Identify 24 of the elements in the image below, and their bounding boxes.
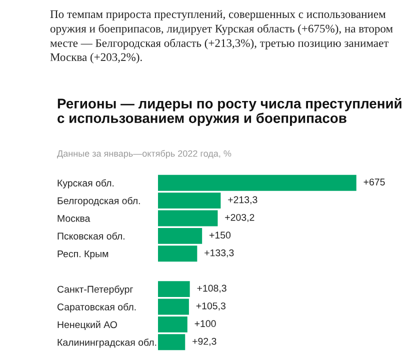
y-tick-label: Белгородская обл. bbox=[58, 196, 140, 206]
y-tick-label: Санкт-Петербург bbox=[57, 285, 133, 295]
data-label: +213,3 bbox=[228, 196, 258, 204]
data-label: +203,2 bbox=[225, 214, 254, 222]
y-tick-label: Ненецкий АО bbox=[58, 320, 117, 330]
bar bbox=[158, 210, 218, 226]
text: По темпам прироста преступлений, совершенных с использованием оружия и боеприпасов, лидирует Курская область (+675%), на втором месте — Белгородская область (+213,3%), третью позицию занимает Москва (+203,2%). bbox=[50, 10, 393, 64]
y-tick-label: Москва bbox=[58, 215, 90, 222]
bar bbox=[158, 298, 189, 315]
data-label: +150 bbox=[210, 232, 231, 239]
data-label: +675 bbox=[364, 178, 385, 186]
chart-title: Регионы — лидеры по росту числа преступлений с использованием оружия и боеприпасов bbox=[58, 98, 402, 126]
chart-subtitle: Данные за январь—октябрь 2022 года, % bbox=[57, 150, 232, 158]
y-tick-label: Псковская обл. bbox=[58, 232, 124, 240]
y-tick-label: Курская обл. bbox=[58, 179, 114, 188]
bar bbox=[158, 281, 190, 298]
data-label: +92,3 bbox=[192, 338, 216, 346]
y-tick-label: Калининградская обл. bbox=[58, 338, 156, 348]
y-tick-label: Респ. Крым bbox=[58, 250, 108, 260]
data-label: +133,3 bbox=[204, 249, 234, 258]
data-label: +108,3 bbox=[197, 284, 226, 293]
y-tick-label: Саратовская обл. bbox=[57, 303, 136, 312]
data-label: +100 bbox=[194, 320, 216, 328]
data-label: +105,3 bbox=[196, 302, 226, 311]
